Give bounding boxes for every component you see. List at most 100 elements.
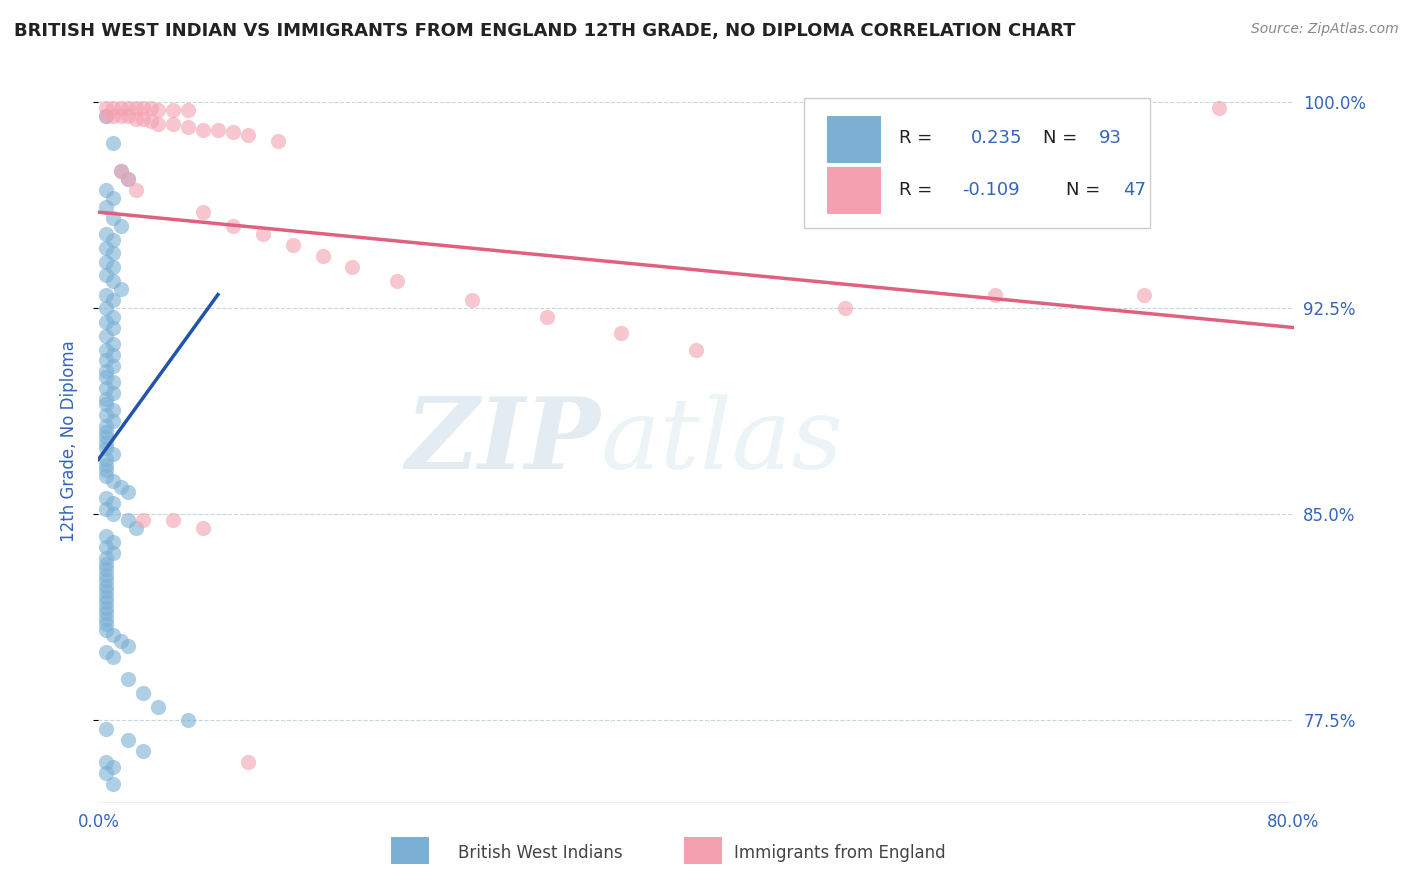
Point	[132, 513, 155, 527]
Point	[103, 101, 125, 115]
Point	[117, 639, 139, 653]
Text: BRITISH WEST INDIAN VS IMMIGRANTS FROM ENGLAND 12TH GRADE, NO DIPLOMA CORRELATIO: BRITISH WEST INDIAN VS IMMIGRANTS FROM E…	[14, 22, 1076, 40]
Point	[94, 301, 117, 316]
Point	[191, 521, 214, 535]
Text: R =: R =	[900, 181, 938, 199]
Y-axis label: 12th Grade, No Diploma: 12th Grade, No Diploma	[59, 341, 77, 542]
Point	[1208, 101, 1230, 115]
Point	[94, 370, 117, 384]
Point	[117, 485, 139, 500]
Point	[162, 513, 184, 527]
Point	[162, 103, 184, 118]
Point	[148, 117, 170, 131]
Point	[177, 103, 200, 118]
Point	[117, 101, 139, 115]
Point	[117, 513, 139, 527]
Point	[94, 529, 117, 543]
Point	[1133, 287, 1156, 301]
Point	[103, 320, 125, 334]
Point	[103, 260, 125, 274]
Text: 47: 47	[1122, 181, 1146, 199]
Point	[110, 282, 132, 296]
Point	[94, 606, 117, 620]
Point	[148, 103, 170, 118]
Point	[536, 310, 558, 324]
Point	[94, 562, 117, 576]
Text: Immigrants from England: Immigrants from England	[734, 845, 945, 863]
Point	[103, 534, 125, 549]
Point	[125, 521, 148, 535]
Point	[94, 463, 117, 477]
Point	[94, 436, 117, 450]
Point	[385, 274, 409, 288]
Point	[267, 134, 290, 148]
Point	[94, 397, 117, 411]
Point	[162, 117, 184, 131]
FancyBboxPatch shape	[827, 167, 882, 214]
Point	[103, 274, 125, 288]
Point	[103, 376, 125, 390]
Point	[94, 343, 117, 357]
Text: N =: N =	[1043, 129, 1083, 147]
Point	[110, 480, 132, 494]
Point	[94, 468, 117, 483]
Point	[94, 579, 117, 593]
Point	[94, 755, 117, 769]
Point	[103, 403, 125, 417]
Point	[110, 109, 132, 123]
Point	[117, 732, 139, 747]
Point	[94, 315, 117, 329]
Point	[236, 128, 259, 143]
Point	[94, 425, 117, 439]
Point	[94, 584, 117, 599]
Point	[94, 600, 117, 615]
Point	[94, 409, 117, 423]
Point	[94, 557, 117, 571]
Point	[461, 293, 484, 307]
Point	[103, 475, 125, 489]
Point	[94, 567, 117, 582]
Point	[148, 699, 170, 714]
Text: British West Indians: British West Indians	[458, 845, 623, 863]
Point	[94, 442, 117, 456]
Point	[94, 595, 117, 609]
Point	[834, 301, 856, 316]
Point	[191, 205, 214, 219]
Point	[103, 447, 125, 461]
Point	[94, 200, 117, 214]
FancyBboxPatch shape	[804, 98, 1150, 228]
Point	[103, 628, 125, 642]
Point	[311, 249, 333, 263]
Text: -0.109: -0.109	[963, 181, 1021, 199]
Point	[94, 501, 117, 516]
Point	[103, 546, 125, 560]
Point	[103, 348, 125, 362]
Point	[94, 541, 117, 555]
Text: Source: ZipAtlas.com: Source: ZipAtlas.com	[1251, 22, 1399, 37]
Point	[103, 211, 125, 225]
Point	[94, 268, 117, 283]
Point	[222, 126, 245, 140]
Point	[94, 328, 117, 343]
Point	[94, 623, 117, 637]
Point	[103, 136, 125, 151]
Point	[103, 109, 125, 123]
Point	[103, 310, 125, 324]
Point	[94, 183, 117, 197]
Point	[610, 326, 633, 340]
Point	[94, 101, 117, 115]
Point	[117, 672, 139, 686]
Point	[236, 755, 259, 769]
Point	[125, 183, 148, 197]
Point	[94, 430, 117, 444]
Point	[103, 760, 125, 774]
Point	[94, 722, 117, 736]
Point	[252, 227, 274, 241]
Point	[94, 491, 117, 505]
Point	[117, 172, 139, 186]
Point	[685, 343, 707, 357]
Point	[103, 650, 125, 665]
Point	[177, 120, 200, 134]
Point	[132, 112, 155, 126]
Text: N =: N =	[1067, 181, 1107, 199]
